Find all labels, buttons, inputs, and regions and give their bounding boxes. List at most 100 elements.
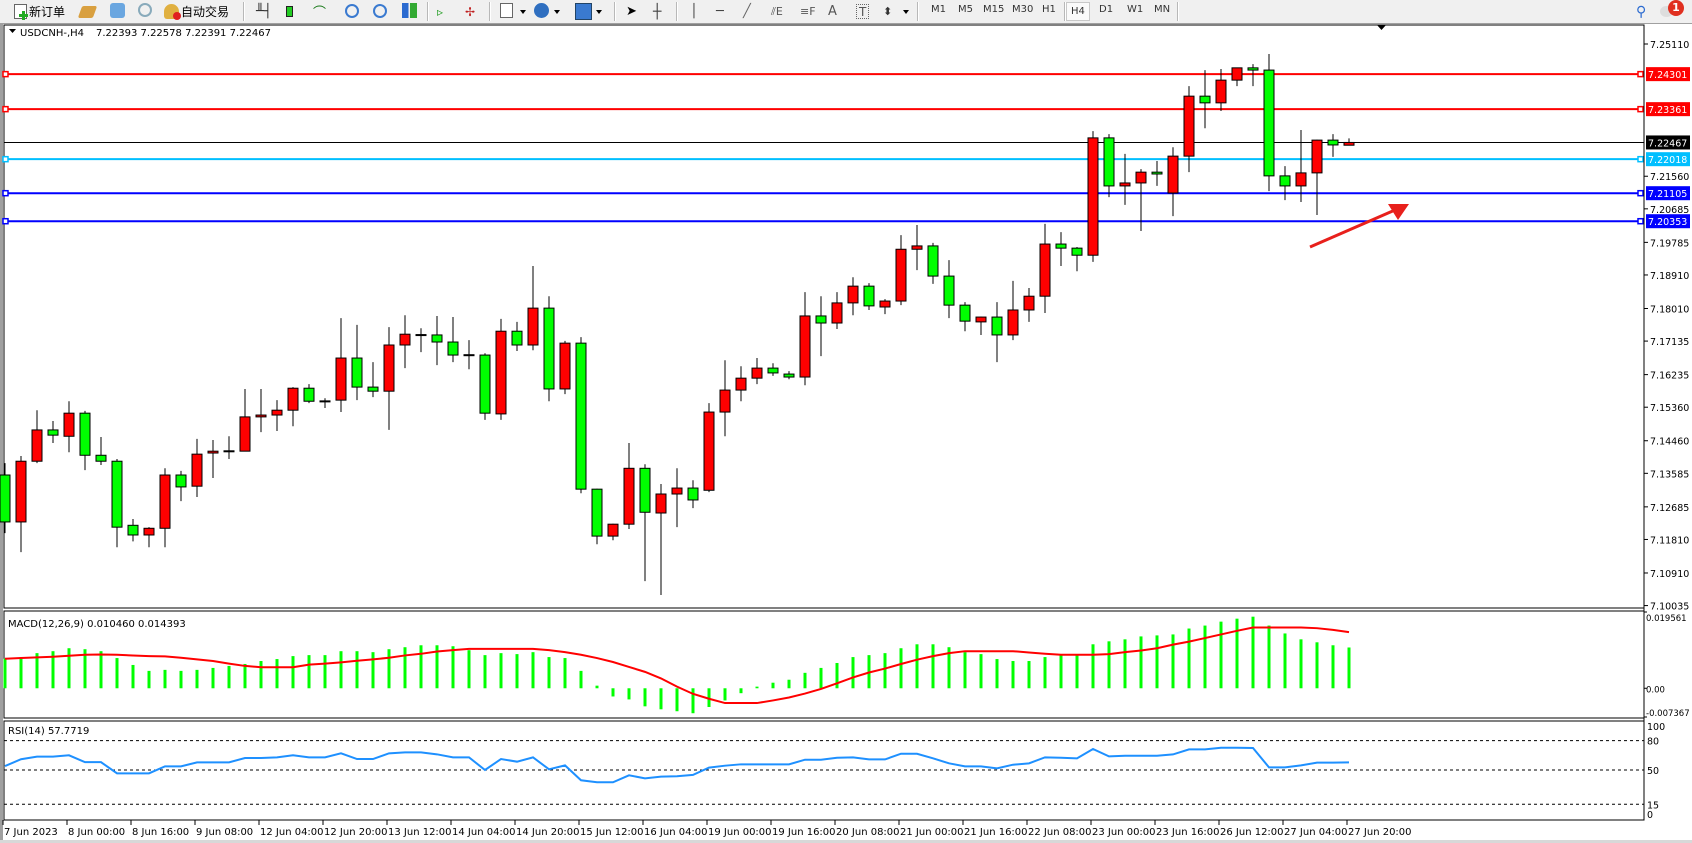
time-axis-label: 23 Jun 00:00 (1092, 827, 1156, 838)
macd-histogram-bar (787, 679, 791, 689)
timeframe-m15[interactable]: M15 (983, 4, 1005, 15)
new-indicator-dropdown[interactable] (520, 10, 526, 14)
arrows-icon[interactable]: ⬍ (883, 5, 893, 18)
new-indicator-icon[interactable] (500, 3, 513, 18)
candle-body (767, 367, 779, 374)
timeframe-d1[interactable]: D1 (1099, 4, 1114, 15)
candle-body (1343, 141, 1355, 146)
macd-histogram-bar (851, 657, 855, 689)
candle (1071, 247, 1083, 272)
timeframe-m1[interactable]: M1 (931, 4, 946, 15)
templates-icon[interactable] (575, 3, 592, 20)
arrow-annotation[interactable] (1309, 208, 1396, 249)
periods-dropdown[interactable] (554, 10, 560, 14)
search-icon[interactable]: ⚲ (1636, 3, 1647, 20)
zoom-in-icon[interactable] (345, 4, 359, 18)
line-handle-left[interactable] (2, 155, 9, 163)
zoom-out-icon[interactable] (373, 4, 387, 18)
macd-histogram-bar (531, 652, 535, 689)
candle-body (111, 460, 123, 528)
macd-histogram-bar (227, 665, 231, 689)
timeframe-w1[interactable]: W1 (1127, 4, 1144, 15)
candle (335, 318, 347, 413)
candle-body (47, 429, 59, 436)
candle-body (1295, 172, 1307, 187)
auto-trading-button[interactable]: 自动交易 (164, 3, 229, 20)
line-handle-left[interactable] (2, 189, 9, 197)
candle-body (1279, 175, 1291, 187)
line-handle-right[interactable] (1637, 155, 1644, 163)
line-handle-left[interactable] (2, 217, 9, 225)
chart-shift-icon[interactable]: ✢ (465, 4, 476, 19)
line-handle-left[interactable] (2, 70, 9, 78)
candle (879, 299, 891, 315)
macd-histogram-bar (99, 651, 103, 689)
horizontal-line-icon[interactable]: ─ (716, 4, 724, 19)
price-label: 7.24301 (1648, 70, 1687, 81)
line-handle-right[interactable] (1637, 105, 1644, 113)
candle (719, 360, 731, 437)
line-handle-right[interactable] (1637, 70, 1644, 78)
macd-histogram-bar (83, 649, 87, 689)
fibonacci-icon[interactable]: ≡F (800, 5, 816, 18)
main-price-panel[interactable]: 7.25110 7.21560 7.20685 7.19785 7.18910 7.180… (0, 24, 1690, 613)
candle-body (95, 454, 107, 462)
market-watch-icon[interactable] (77, 6, 98, 18)
templates-dropdown[interactable] (596, 10, 602, 14)
timeframe-h1[interactable]: H1 (1042, 4, 1056, 15)
rsi-axis-label: 0 (1647, 810, 1653, 821)
candle-body (1215, 79, 1227, 104)
periods-clock-icon[interactable] (534, 3, 549, 18)
chart-window[interactable]: 7.25110 7.21560 7.20685 7.19785 7.18910 7.180… (0, 24, 1692, 843)
candle-body (175, 474, 187, 488)
candle (1087, 131, 1099, 262)
timeframe-m5[interactable]: M5 (958, 4, 973, 15)
macd-panel[interactable]: 0.019561 0.00 -0.007367 (3, 610, 1690, 719)
notification-icon[interactable] (1660, 6, 1673, 17)
line-handle-right[interactable] (1637, 217, 1644, 225)
timeframe-mn[interactable]: MN (1154, 4, 1171, 15)
crosshair-icon[interactable]: ┼ (653, 3, 662, 20)
text-label-icon[interactable]: T (856, 4, 870, 19)
auto-scroll-icon[interactable]: ▹ (437, 4, 444, 19)
text-icon[interactable]: A (828, 4, 837, 19)
candle (207, 439, 219, 478)
candle-body (1023, 295, 1035, 311)
candle-body (1055, 243, 1067, 249)
candle (1007, 280, 1019, 341)
candle-body (1135, 171, 1147, 184)
notification-badge[interactable]: 1 (1668, 0, 1684, 16)
chart-shift-marker[interactable] (1377, 25, 1386, 30)
candle-body (783, 373, 795, 378)
macd-histogram-bar (643, 688, 647, 707)
macd-histogram-bar (1283, 633, 1287, 689)
candle-body (431, 334, 443, 343)
price-label: 7.22467 (1648, 138, 1687, 149)
candle-body (543, 307, 555, 390)
price-label-box (1646, 214, 1690, 229)
macd-histogram-bar (67, 648, 71, 689)
chart-menu-triangle-icon[interactable] (9, 29, 16, 33)
line-handle-left[interactable] (2, 105, 9, 113)
navigator-icon[interactable] (110, 3, 125, 18)
line-handle-right[interactable] (1637, 189, 1644, 197)
trendline-icon[interactable]: ╱ (743, 4, 751, 19)
timeframe-m30[interactable]: M30 (1012, 4, 1034, 15)
timeframe-h4[interactable]: H4 (1066, 2, 1090, 21)
tile-windows-icon[interactable] (402, 3, 417, 18)
bar-chart-icon[interactable]: ╨┤ (256, 4, 272, 19)
macd-histogram-bar (899, 648, 903, 689)
candle (255, 388, 267, 433)
macd-histogram-bar (419, 645, 423, 689)
arrows-dropdown[interactable] (903, 10, 909, 14)
macd-histogram-bar (19, 658, 23, 689)
signals-icon[interactable] (138, 3, 152, 17)
time-axis: 7 Jun 2023 8 Jun 00:00 8 Jun 16:00 9 Jun 08… (0, 25, 1692, 843)
cursor-icon[interactable]: ➤ (626, 4, 637, 19)
line-chart-icon[interactable]: ⌒ (313, 6, 327, 21)
new-order-button[interactable]: 新订单 (14, 3, 65, 20)
vertical-line-icon[interactable]: │ (690, 4, 698, 19)
equidistant-channel-icon[interactable]: ⫽E (771, 4, 783, 18)
candlestick-chart-icon[interactable] (286, 3, 293, 20)
macd-histogram-bar (515, 654, 519, 689)
